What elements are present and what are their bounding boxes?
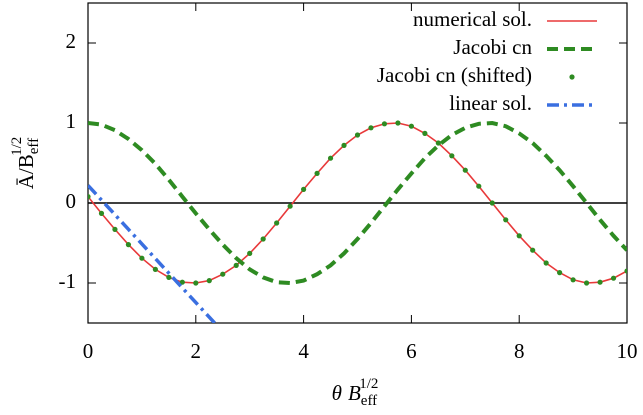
x-label-main: θ [332,381,342,405]
x-tick-label: 0 [83,339,94,363]
data-point [503,217,509,223]
series-line [88,184,216,323]
data-point [624,268,627,274]
data-point [395,120,401,126]
y-label-sup: 1/2 [9,137,25,156]
data-point [166,274,172,280]
data-point [381,121,388,127]
legend-label: linear sol. [449,91,532,115]
x-tick-label: 4 [298,339,309,363]
y-tick-label: 2 [66,29,77,53]
data-point [220,271,226,277]
x-tick-label: 6 [406,339,417,363]
data-point [476,183,482,189]
y-axis-label: Ā/Beff1/2 [9,137,42,190]
data-point [274,220,280,226]
x-label-var: B [348,381,361,405]
y-label-main: Ā/B [14,154,38,189]
data-point [260,236,266,242]
data-point [489,200,495,206]
plot-frame [87,2,628,324]
data-point [543,260,549,266]
y-tick-label: -1 [59,269,77,293]
data-point [314,170,320,176]
data-point [368,125,374,131]
x-label-sub: eff [361,393,377,409]
data-point [152,266,158,272]
legend-label: Jacobi cn (shifted) [377,63,532,87]
data-point [530,247,536,253]
legend-label: Jacobi cn [453,35,532,59]
x-tick-label: 2 [191,339,202,363]
data-point [301,186,307,192]
data-point [206,278,212,284]
data-point [233,262,239,268]
data-point [112,226,118,232]
y-tick-label: 0 [66,189,77,213]
data-point [287,203,293,209]
data-point [570,277,576,283]
legend-swatch [569,74,575,80]
data-point [139,255,145,261]
data-point [88,194,91,200]
data-point [597,279,603,285]
data-point [435,140,441,146]
y-label-sub: eff [26,138,42,154]
data-point [462,167,468,173]
data-point [98,210,105,216]
data-point [449,153,455,159]
x-tick-label: 10 [617,339,638,363]
x-label-sup: 1/2 [359,376,378,392]
data-point [408,123,414,129]
data-point [422,130,428,136]
legend-label: numerical sol. [413,7,532,31]
data-point [583,280,590,286]
data-point [125,242,132,248]
y-tick-label: 1 [66,109,77,133]
data-point [179,279,185,285]
data-point [327,155,334,161]
x-tick-label: 8 [514,339,525,363]
data-point [247,250,253,256]
series-line [88,120,627,286]
data-point [516,233,522,239]
data-point [610,275,617,281]
data-point [557,270,563,276]
data-point [341,142,347,148]
x-axis-label: θ Beff1/2 [332,376,379,409]
data-point [354,132,361,138]
data-point [193,280,199,286]
